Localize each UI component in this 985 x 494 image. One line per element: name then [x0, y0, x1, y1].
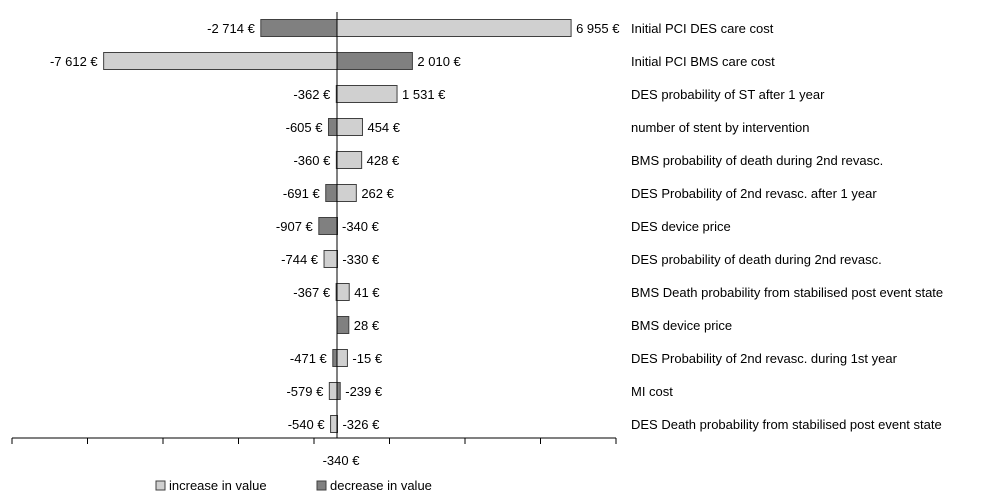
right-value-label-9: 28 € [354, 318, 380, 333]
right-value-label-3: 454 € [367, 120, 400, 135]
left-value-label-1: -7 612 € [50, 54, 98, 69]
category-label-9: BMS device price [631, 318, 732, 333]
right-value-label-11: -239 € [345, 384, 383, 399]
left-value-label-12: -540 € [288, 417, 326, 432]
increase-bar-8 [336, 283, 350, 301]
category-label-5: DES Probability of 2nd revasc. after 1 y… [631, 186, 877, 201]
legend-swatch-increase [155, 480, 166, 491]
decrease-bar-6 [318, 217, 338, 235]
category-label-0: Initial PCI DES care cost [631, 21, 774, 36]
labels-layer: -2 714 € 6 955 € Initial PCI DES care cost… [50, 21, 943, 432]
category-label-12: DES Death probability from stabilised po… [631, 417, 942, 432]
right-value-label-5: 262 € [361, 186, 394, 201]
left-value-label-5: -691 € [283, 186, 321, 201]
increase-bar-2 [336, 85, 398, 103]
category-label-2: DES probability of ST after 1 year [631, 87, 825, 102]
decrease-bar-1 [336, 52, 413, 70]
decrease-bar-5 [325, 184, 338, 202]
left-value-label-11: -579 € [286, 384, 324, 399]
left-value-label-0: -2 714 € [207, 21, 255, 36]
decrease-bar-3 [327, 118, 338, 136]
legend-label-decrease: decrease in value [330, 478, 432, 493]
category-label-11: MI cost [631, 384, 673, 399]
right-value-label-4: 428 € [367, 153, 400, 168]
legend-swatch-decrease [316, 480, 327, 491]
left-value-label-3: -605 € [286, 120, 324, 135]
category-label-7: DES probability of death during 2nd reva… [631, 252, 882, 267]
increase-bar-5 [336, 184, 357, 202]
decrease-bar-0 [260, 19, 338, 37]
increase-bar-3 [336, 118, 363, 136]
right-value-label-2: 1 531 € [402, 87, 446, 102]
category-label-4: BMS probability of death during 2nd reva… [631, 153, 883, 168]
left-value-label-6: -907 € [276, 219, 314, 234]
category-label-1: Initial PCI BMS care cost [631, 54, 775, 69]
increase-bar-7 [323, 250, 338, 268]
increase-bar-12 [330, 415, 338, 433]
right-value-label-8: 41 € [354, 285, 380, 300]
left-value-label-4: -360 € [293, 153, 331, 168]
left-value-label-7: -744 € [281, 252, 319, 267]
bars-layer [103, 19, 572, 433]
x-axis: -340 € [11, 12, 617, 468]
category-label-10: DES Probability of 2nd revasc. during 1s… [631, 351, 898, 366]
left-value-label-2: -362 € [293, 87, 331, 102]
right-value-label-0: 6 955 € [576, 21, 620, 36]
legend: increase in value decrease in value [155, 478, 432, 493]
right-value-label-1: 2 010 € [417, 54, 461, 69]
baseline-value-label: -340 € [323, 453, 361, 468]
category-label-3: number of stent by intervention [631, 120, 810, 135]
category-label-6: DES device price [631, 219, 731, 234]
left-value-label-8: -367 € [293, 285, 331, 300]
left-value-label-10: -471 € [290, 351, 328, 366]
right-value-label-7: -330 € [342, 252, 380, 267]
increase-bar-11 [328, 382, 338, 400]
right-value-label-10: -15 € [352, 351, 382, 366]
increase-bar-1 [103, 52, 338, 70]
increase-bar-0 [336, 19, 572, 37]
increase-bar-10 [336, 349, 348, 367]
right-value-label-6: -340 € [342, 219, 380, 234]
right-value-label-12: -326 € [342, 417, 380, 432]
legend-label-increase: increase in value [169, 478, 267, 493]
category-label-8: BMS Death probability from stabilised po… [631, 285, 943, 300]
decrease-bar-9 [336, 316, 350, 334]
decrease-bar-10 [332, 349, 338, 367]
increase-bar-4 [336, 151, 363, 169]
